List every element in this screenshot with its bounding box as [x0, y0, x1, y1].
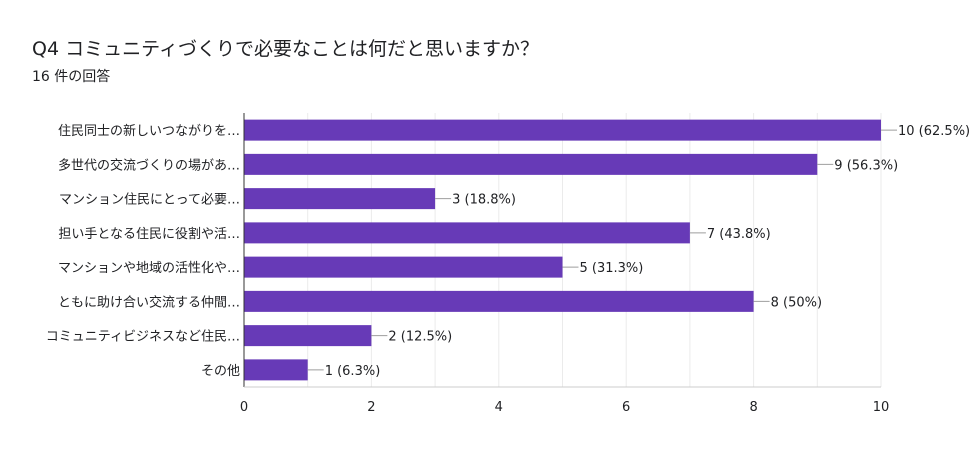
bar	[244, 153, 818, 175]
data-label: 5 (31.3%)	[580, 261, 644, 276]
bar	[244, 188, 436, 210]
data-label: 2 (12.5%)	[388, 330, 452, 345]
category-label: ともに助け合い交流する仲間…	[58, 294, 240, 310]
category-label: マンションや地域の活性化や…	[58, 261, 240, 276]
x-tick-label: 2	[367, 400, 375, 415]
data-label: 9 (56.3%)	[834, 158, 898, 173]
x-tick-label: 6	[622, 400, 630, 415]
data-label: 8 (50%)	[771, 295, 822, 310]
category-label: マンション住民にとって必要…	[59, 193, 240, 208]
category-label: 住民同士の新しいつながりを…	[58, 123, 240, 139]
bar	[244, 359, 308, 381]
bar	[244, 222, 690, 244]
x-tick-label: 8	[749, 400, 757, 415]
bar	[244, 325, 372, 347]
chart-title: Q4 コミュニティづくりで必要なことは何だと思いますか？	[32, 38, 539, 60]
x-tick-label: 0	[240, 400, 248, 415]
bar	[244, 290, 754, 312]
x-tick-label: 4	[495, 400, 503, 415]
x-tick-label: 10	[873, 400, 890, 415]
category-label: 担い手となる住民に役割や活…	[58, 226, 240, 242]
bar	[244, 256, 563, 278]
category-label: コミュニティビジネスなど住民…	[46, 330, 240, 345]
data-label: 1 (6.3%)	[325, 364, 381, 379]
category-label: その他	[201, 364, 240, 379]
category-label: 多世代の交流づくりの場があ…	[58, 157, 240, 173]
data-label: 3 (18.8%)	[452, 193, 516, 208]
data-label: 10 (62.5%)	[898, 124, 970, 139]
data-label: 7 (43.8%)	[707, 227, 771, 242]
bar	[244, 119, 881, 141]
response-count: 16 件の回答	[32, 69, 111, 85]
